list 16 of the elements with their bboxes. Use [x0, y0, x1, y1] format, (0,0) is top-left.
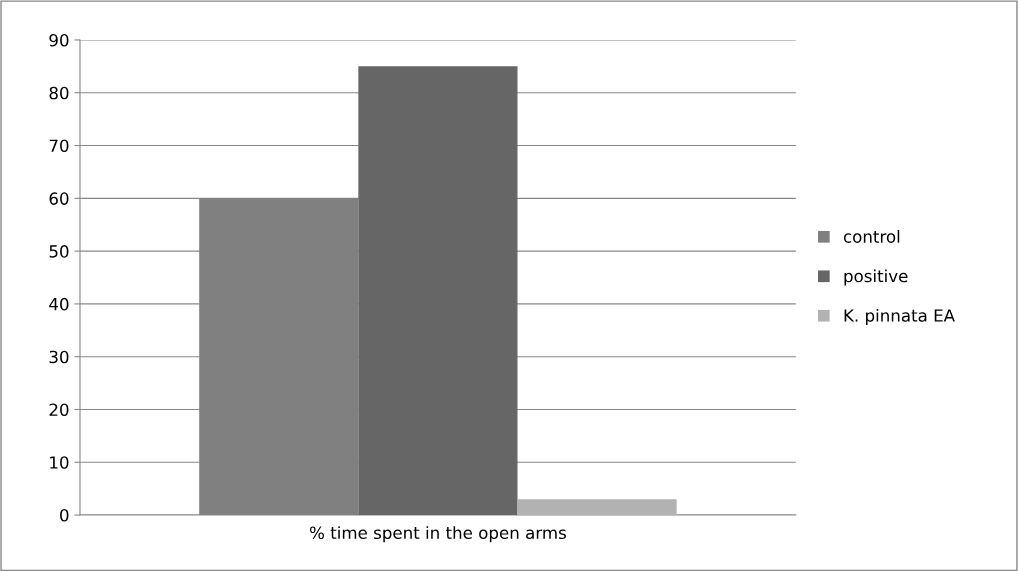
y-tick-label: 90 [49, 33, 69, 47]
y-tick-label: 10 [50, 456, 69, 469]
y-tick-label: 20 [49, 403, 69, 417]
y-tick-label: 30 [49, 350, 69, 364]
bar [517, 499, 677, 516]
legend-label: K. pinnata EA [844, 308, 955, 326]
legend-label: positive [844, 269, 908, 286]
legend-label: control [843, 229, 900, 243]
bar [358, 66, 518, 516]
y-tick-label: 70 [49, 139, 69, 153]
y-tick-label: 40 [49, 297, 69, 311]
y-tick-label: 50 [49, 245, 69, 258]
y-tick-label: 0 [60, 509, 69, 522]
y-tick-label: 60 [49, 192, 69, 205]
y-tick-label: 80 [49, 86, 69, 100]
x-tick-label: % time spent in the open arms [309, 526, 566, 543]
